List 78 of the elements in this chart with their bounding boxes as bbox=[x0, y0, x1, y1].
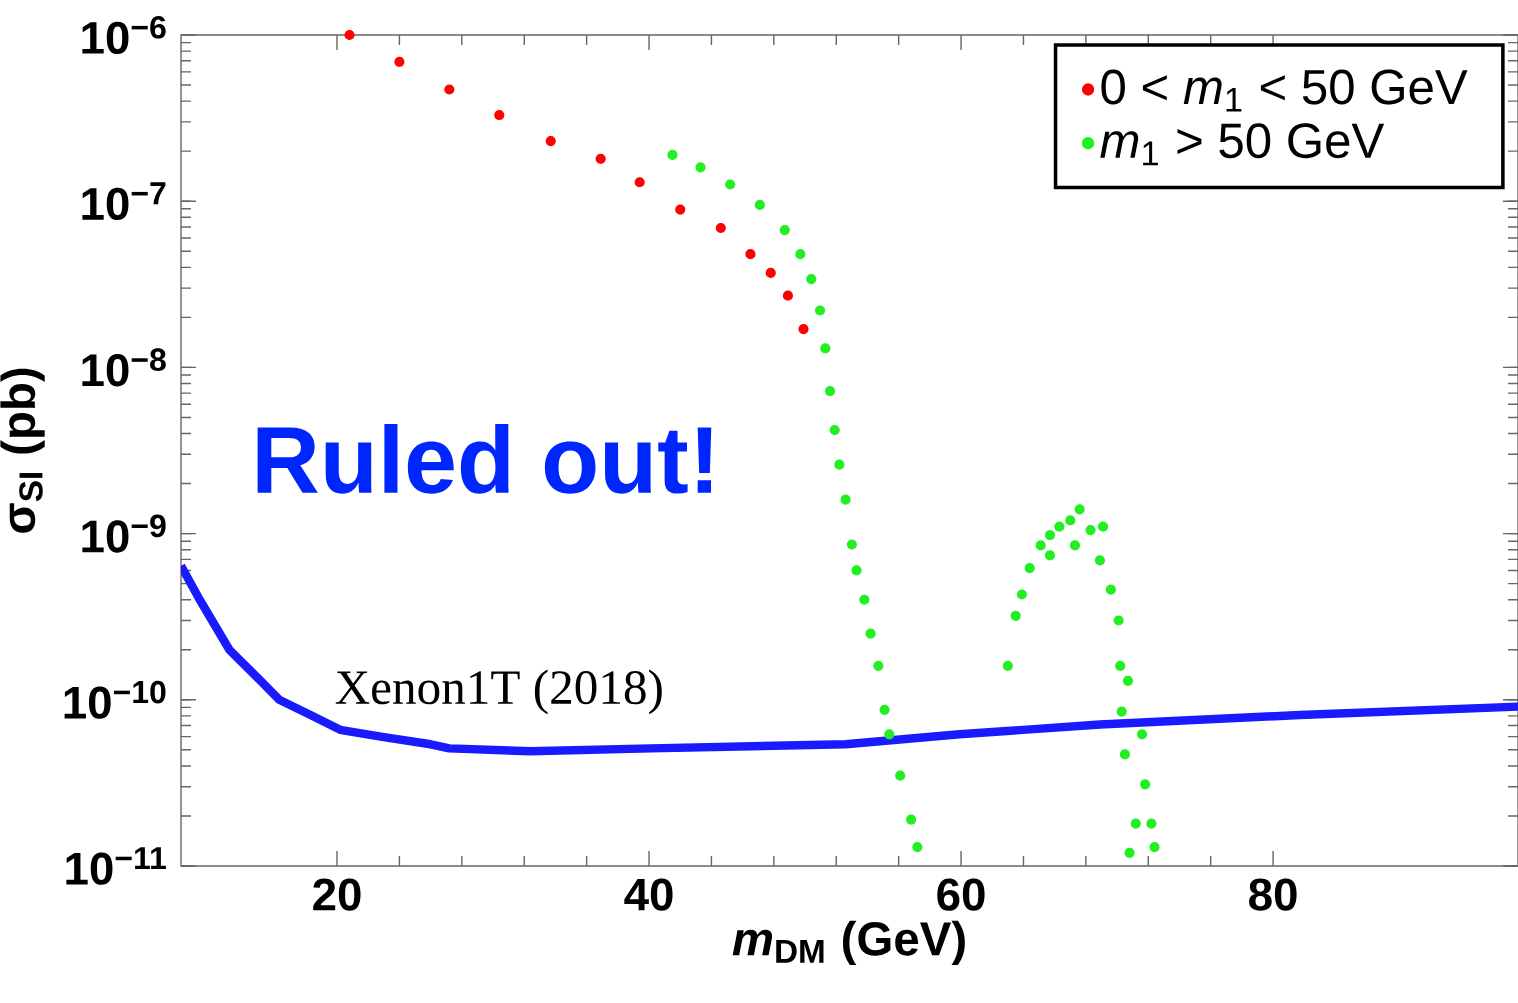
point bbox=[814, 305, 826, 316]
point bbox=[394, 56, 405, 67]
point bbox=[494, 109, 505, 121]
point bbox=[1035, 540, 1046, 551]
x-tick-label: 20 bbox=[313, 878, 361, 911]
point bbox=[1146, 818, 1157, 829]
y-tick-label: 10$^{−9}$ bbox=[82, 514, 166, 553]
point bbox=[1002, 660, 1013, 671]
point bbox=[444, 84, 455, 95]
point bbox=[1044, 550, 1056, 561]
point bbox=[1149, 841, 1160, 853]
y-axis-title: σ$_{SI}$ (pb) bbox=[0, 368, 45, 533]
point bbox=[695, 162, 706, 173]
point bbox=[1069, 540, 1081, 551]
point bbox=[1044, 529, 1056, 541]
point bbox=[1136, 729, 1148, 740]
legend-label: m$_{1}$ > 50 GeV bbox=[1100, 123, 1385, 166]
point bbox=[1085, 524, 1096, 536]
point bbox=[1074, 504, 1085, 515]
point bbox=[1024, 563, 1035, 574]
point bbox=[851, 565, 862, 576]
point bbox=[725, 179, 736, 190]
point bbox=[798, 324, 809, 335]
point bbox=[1016, 589, 1028, 600]
point bbox=[865, 628, 876, 639]
point bbox=[879, 704, 890, 715]
point bbox=[1130, 818, 1141, 829]
x-tick-label: 60 bbox=[937, 878, 985, 911]
point bbox=[906, 814, 917, 825]
y-tick-label: 10$^{−8}$ bbox=[82, 348, 166, 387]
series-label: Xenon1T (2018) bbox=[335, 669, 662, 715]
point bbox=[782, 290, 793, 301]
point bbox=[1094, 555, 1106, 566]
point bbox=[912, 841, 923, 853]
point bbox=[745, 249, 756, 260]
point bbox=[840, 494, 851, 505]
point bbox=[634, 177, 645, 188]
point bbox=[1105, 584, 1116, 595]
point bbox=[344, 29, 355, 41]
point bbox=[895, 770, 906, 781]
point bbox=[1097, 521, 1109, 532]
x-axis-title: m$_{DM}$ (GeV) bbox=[732, 920, 965, 966]
point bbox=[595, 153, 606, 164]
x-tick-label: 40 bbox=[624, 878, 673, 911]
point bbox=[829, 424, 840, 436]
point bbox=[1124, 847, 1135, 858]
point bbox=[1054, 521, 1065, 532]
legend-label: 0 < m$_{1}$ < 50 GeV bbox=[1101, 69, 1468, 112]
point bbox=[873, 660, 884, 671]
point bbox=[1119, 749, 1130, 760]
point bbox=[779, 225, 790, 236]
y-tick-label: 10$^{−7}$ bbox=[82, 182, 166, 221]
point bbox=[1140, 779, 1151, 790]
point bbox=[884, 729, 895, 740]
annotation: Ruled out! bbox=[257, 423, 712, 494]
point bbox=[859, 594, 870, 605]
point bbox=[1113, 615, 1124, 626]
y-tick-label: 10$^{−6}$ bbox=[82, 15, 166, 55]
point bbox=[1065, 515, 1076, 526]
point bbox=[1115, 660, 1126, 671]
point bbox=[765, 267, 776, 279]
point bbox=[824, 386, 836, 397]
point bbox=[715, 222, 726, 234]
point bbox=[545, 135, 556, 147]
point bbox=[834, 459, 845, 470]
point bbox=[820, 343, 831, 354]
point bbox=[675, 204, 686, 215]
point bbox=[667, 149, 678, 160]
point bbox=[1122, 675, 1134, 686]
x-tick-label: 80 bbox=[1249, 878, 1297, 911]
point bbox=[806, 273, 817, 285]
point bbox=[1010, 610, 1021, 621]
y-tick-label: 10$^{−11}$ bbox=[66, 847, 166, 885]
y-tick-label: 10$^{−10}$ bbox=[64, 680, 166, 719]
point bbox=[754, 199, 765, 211]
point bbox=[795, 249, 806, 260]
point bbox=[846, 539, 857, 550]
point bbox=[1116, 706, 1127, 717]
